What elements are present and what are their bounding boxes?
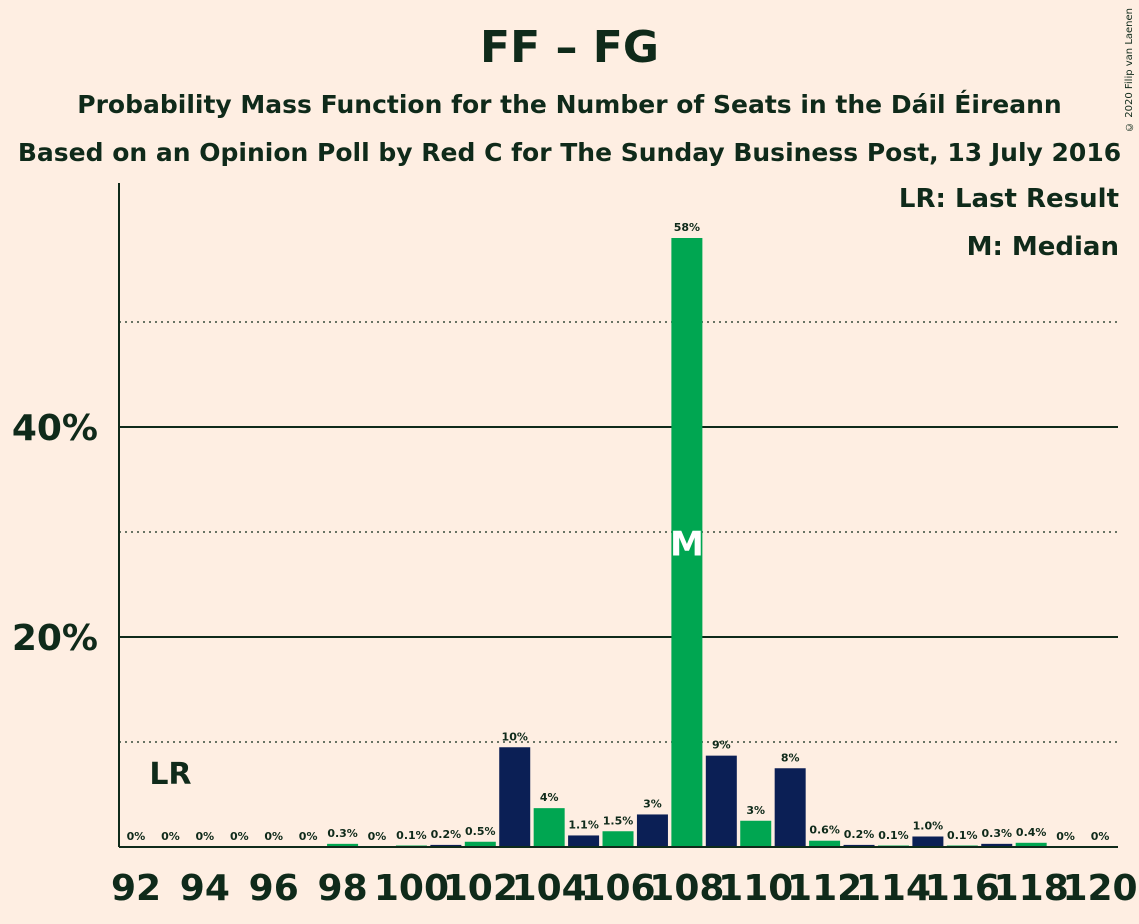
y-tick-label: 20%	[12, 618, 98, 659]
bar-value-label: 1.5%	[603, 814, 634, 827]
median-marker: M	[670, 525, 704, 565]
x-tick-label: 110	[718, 868, 793, 909]
bar-value-label: 0.2%	[431, 828, 462, 841]
x-tick-label: 92	[111, 868, 161, 909]
bar-value-label: 0.6%	[809, 824, 840, 837]
bar-value-label: 10%	[502, 730, 528, 743]
bar-value-label: 1.0%	[913, 820, 944, 833]
legend-median: M: Median	[966, 232, 1119, 262]
x-tick-label: 106	[580, 868, 655, 909]
chart-subtitle-source: Based on an Opinion Poll by Red C for Th…	[17, 138, 1122, 167]
x-tick-label: 112	[787, 868, 862, 909]
bar-value-label: 1.1%	[568, 818, 599, 831]
bar-value-label: 0%	[368, 830, 387, 843]
bar	[671, 238, 703, 847]
last-result-marker: LR	[149, 757, 191, 792]
bar-value-label: 0%	[196, 830, 215, 843]
x-tick-label: 100	[374, 868, 449, 909]
bar-value-label: 0%	[161, 830, 180, 843]
bar-value-label: 0.4%	[1016, 826, 1047, 839]
x-tick-label: 104	[512, 868, 587, 909]
x-tick-label: 116	[925, 868, 1000, 909]
x-tick-label: 120	[1062, 868, 1137, 909]
bar	[602, 831, 634, 847]
bar	[636, 814, 668, 847]
bar-value-label: 0.2%	[844, 828, 875, 841]
bar	[430, 844, 462, 847]
bar	[568, 835, 600, 847]
bar-value-label: 0.5%	[465, 825, 496, 838]
bar	[774, 768, 806, 847]
bar-value-label: 0%	[299, 830, 318, 843]
x-tick-label: 118	[994, 868, 1069, 909]
bar-value-label: 4%	[540, 791, 559, 804]
bar-value-label: 3%	[746, 804, 765, 817]
chart-title: FF – FG	[480, 22, 659, 73]
bar-value-label: 0%	[264, 830, 283, 843]
bar-value-label: 0%	[230, 830, 249, 843]
bar-value-label: 8%	[781, 751, 800, 764]
bar	[464, 841, 496, 847]
x-tick-label: 96	[249, 868, 299, 909]
bar-value-label: 9%	[712, 739, 731, 752]
bar	[740, 820, 772, 847]
bar	[499, 747, 531, 847]
bar	[809, 840, 841, 847]
y-tick-label: 40%	[12, 408, 98, 449]
bar	[1015, 842, 1047, 847]
bar	[327, 843, 359, 847]
x-tick-label: 114	[856, 868, 931, 909]
chart-subtitle: Probability Mass Function for the Number…	[77, 90, 1062, 119]
bar-value-label: 0.1%	[947, 829, 978, 842]
bar-value-label: 0%	[1091, 830, 1110, 843]
bar-value-label: 0%	[1056, 830, 1075, 843]
bar-value-label: 0.1%	[878, 829, 909, 842]
bar-value-label: 0%	[127, 830, 146, 843]
legend-last-result: LR: Last Result	[898, 184, 1119, 214]
bar	[705, 755, 737, 847]
bar	[533, 808, 565, 847]
bar-value-label: 3%	[643, 797, 662, 810]
bar-value-label: 0.3%	[981, 827, 1012, 840]
bar-value-label: 58%	[674, 221, 700, 234]
x-tick-label: 98	[318, 868, 368, 909]
bar	[843, 844, 875, 847]
bar	[912, 836, 944, 847]
x-tick-label: 94	[180, 868, 230, 909]
bar	[981, 843, 1013, 847]
bar-value-label: 0.1%	[396, 829, 427, 842]
x-tick-label: 102	[443, 868, 518, 909]
x-tick-label: 108	[649, 868, 724, 909]
bar-value-label: 0.3%	[327, 827, 358, 840]
